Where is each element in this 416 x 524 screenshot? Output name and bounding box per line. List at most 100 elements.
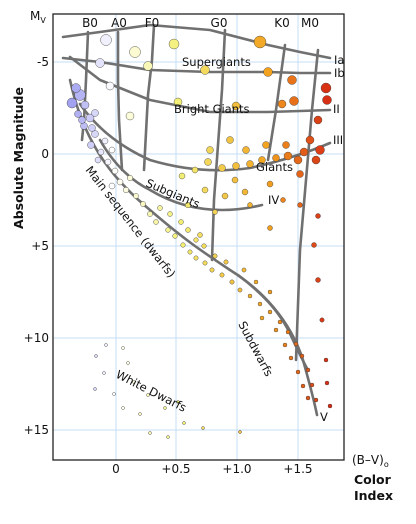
star: [201, 426, 205, 430]
region-label-bright-giants: Bright Giants: [174, 102, 250, 116]
star: [296, 170, 304, 178]
star: [280, 197, 286, 203]
curve-f0: [142, 23, 156, 172]
star: [202, 260, 208, 266]
star: [246, 160, 254, 168]
star: [125, 111, 135, 121]
star: [277, 99, 287, 109]
star: [223, 259, 229, 265]
star: [253, 35, 267, 49]
star: [173, 97, 183, 107]
star: [111, 167, 119, 175]
star: [168, 38, 180, 50]
star: [204, 158, 212, 166]
star: [247, 293, 253, 299]
star: [180, 242, 186, 248]
star: [104, 343, 108, 347]
spectral-class-label: K0: [274, 16, 290, 30]
star: [206, 146, 214, 154]
star: [94, 354, 98, 358]
y-tick-label: +15: [24, 423, 49, 437]
star: [273, 327, 279, 333]
curve-class-iv: [98, 138, 264, 212]
star: [231, 176, 239, 184]
star: [237, 287, 243, 293]
star: [283, 151, 293, 161]
star: [112, 392, 116, 396]
star: [231, 101, 241, 111]
star: [319, 317, 325, 323]
star: [121, 406, 125, 410]
star: [263, 67, 273, 77]
star: [108, 146, 116, 154]
star: [143, 61, 153, 71]
star: [323, 357, 329, 363]
star: [126, 174, 133, 181]
spectral-class-label: A0: [111, 16, 127, 30]
star: [209, 267, 215, 273]
star: [272, 154, 280, 162]
star: [122, 186, 129, 193]
star: [288, 355, 294, 361]
star: [221, 192, 229, 200]
luminosity-class-label: Ia: [334, 53, 344, 67]
star: [267, 289, 273, 295]
star: [163, 406, 167, 410]
spectral-class-label: F0: [145, 16, 160, 30]
star: [91, 109, 99, 117]
x-axis-label-color: Color: [354, 472, 392, 487]
star: [116, 178, 124, 186]
spectral-class-label: M0: [301, 16, 319, 30]
star: [267, 309, 273, 315]
star: [313, 397, 319, 403]
star: [197, 232, 203, 238]
x-tick-label: +0.5: [161, 462, 190, 476]
star: [147, 211, 153, 217]
star: [101, 137, 109, 145]
star: [305, 395, 311, 401]
curve-class-v: [68, 78, 319, 417]
y-axis-symbol: MV: [30, 9, 46, 25]
star: [93, 387, 97, 391]
star: [311, 155, 321, 165]
luminosity-class-label: III: [333, 133, 343, 147]
star: [138, 412, 142, 416]
star: [242, 146, 250, 154]
star: [259, 315, 265, 321]
y-tick-label: 0: [41, 147, 49, 161]
x-axis-label-index: Index: [354, 488, 393, 503]
star: [85, 113, 95, 123]
luminosity-class-label: V: [320, 410, 328, 424]
curve-subdwarfs: [236, 273, 310, 372]
star: [313, 115, 323, 125]
star: [232, 162, 240, 170]
star: [320, 82, 332, 94]
star: [200, 65, 210, 75]
star: [297, 202, 303, 208]
star: [218, 164, 226, 172]
region-label-white-dwarfs: White Dwarfs: [114, 367, 189, 415]
star: [193, 255, 199, 261]
star: [191, 166, 199, 174]
star: [238, 430, 242, 434]
y-tick-label: +5: [31, 239, 49, 253]
star: [165, 227, 171, 233]
star: [95, 58, 105, 68]
star: [129, 46, 141, 58]
star: [167, 211, 173, 217]
luminosity-class-curves: [61, 23, 332, 417]
star: [266, 180, 274, 188]
star: [91, 130, 99, 138]
star: [172, 233, 178, 239]
star: [262, 141, 270, 149]
star: [277, 319, 283, 325]
star: [258, 156, 266, 164]
star: [305, 367, 311, 373]
star: [327, 403, 333, 409]
curve-class-ii: [68, 55, 332, 114]
star: [212, 209, 218, 215]
star: [108, 182, 116, 190]
star: [88, 124, 96, 132]
curve-g0: [210, 28, 227, 262]
